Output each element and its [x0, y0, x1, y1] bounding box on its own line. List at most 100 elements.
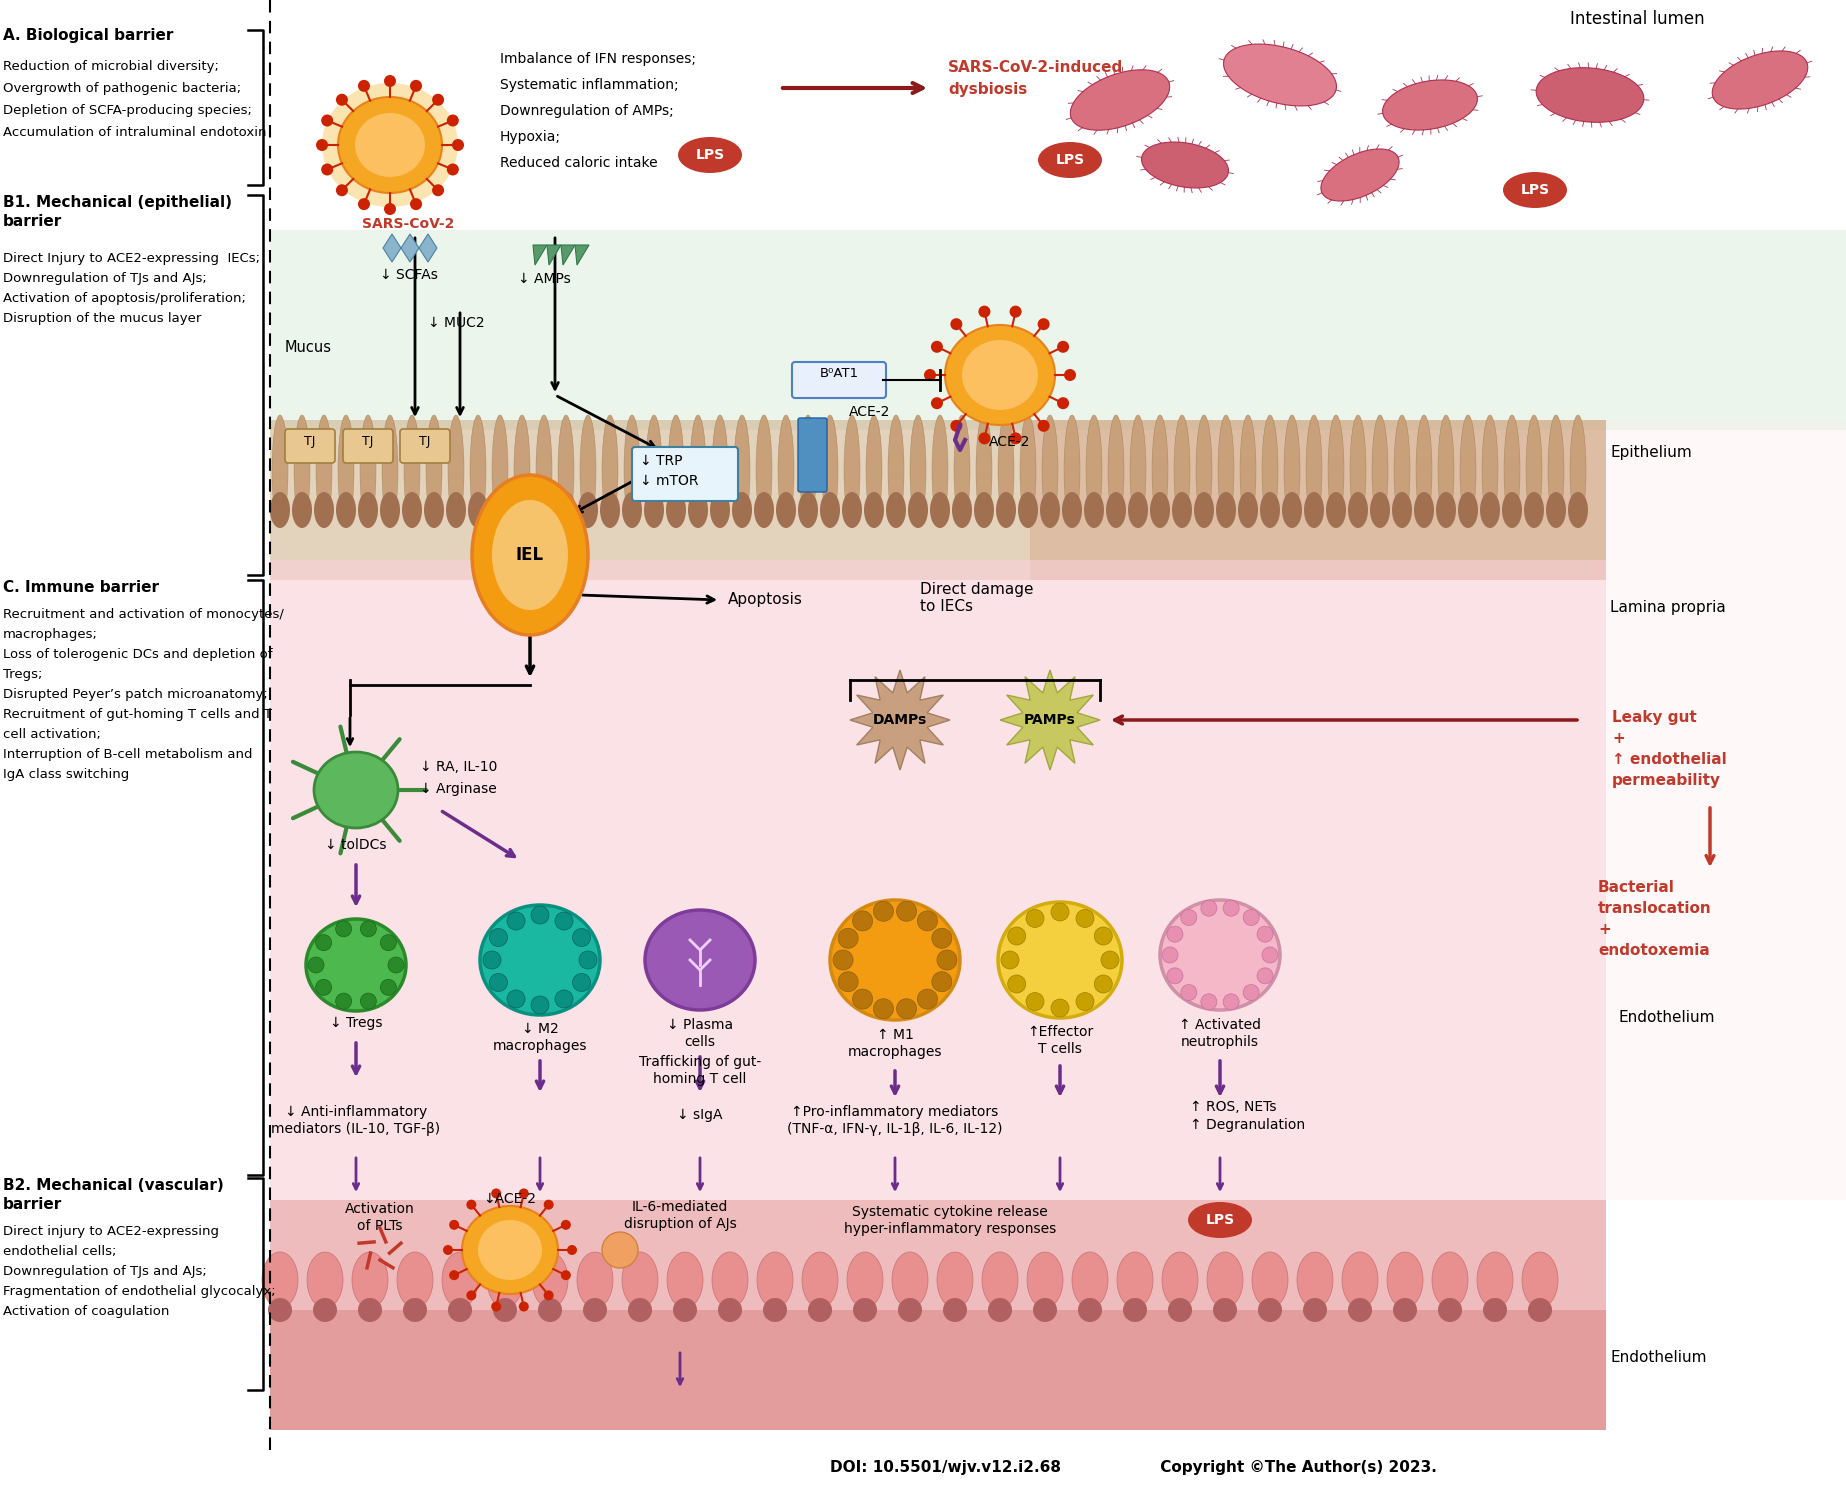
FancyBboxPatch shape: [284, 428, 334, 463]
Ellipse shape: [338, 415, 354, 526]
Text: ACE-2: ACE-2: [849, 405, 890, 420]
Ellipse shape: [1061, 493, 1082, 529]
Ellipse shape: [713, 1253, 748, 1308]
Ellipse shape: [962, 340, 1037, 411]
Ellipse shape: [336, 493, 356, 529]
Ellipse shape: [358, 493, 378, 529]
Text: Activation of apoptosis/proliferation;: Activation of apoptosis/proliferation;: [4, 293, 246, 305]
Text: Systematic cytokine release
hyper-inflammatory responses: Systematic cytokine release hyper-inflam…: [844, 1205, 1056, 1236]
Ellipse shape: [314, 1297, 338, 1321]
Text: macrophages;: macrophages;: [4, 629, 98, 640]
Ellipse shape: [1108, 415, 1124, 526]
Bar: [270, 1309, 1606, 1430]
Ellipse shape: [1172, 493, 1193, 529]
Text: Reduction of microbial diversity;: Reduction of microbial diversity;: [4, 60, 220, 73]
Text: ↑ Activated
neutrophils: ↑ Activated neutrophils: [1180, 1018, 1261, 1050]
Ellipse shape: [353, 1253, 388, 1308]
Text: Recruitment and activation of monocytes/: Recruitment and activation of monocytes/: [4, 608, 284, 621]
Ellipse shape: [1063, 369, 1076, 381]
Ellipse shape: [888, 415, 905, 526]
Ellipse shape: [384, 203, 397, 215]
Ellipse shape: [925, 369, 936, 381]
Ellipse shape: [316, 979, 332, 996]
Ellipse shape: [1549, 415, 1564, 526]
Ellipse shape: [402, 493, 423, 529]
Ellipse shape: [1257, 926, 1274, 942]
Ellipse shape: [1039, 493, 1060, 529]
Ellipse shape: [462, 1206, 557, 1294]
Ellipse shape: [838, 929, 858, 948]
Ellipse shape: [1008, 927, 1026, 945]
Text: Tregs;: Tregs;: [4, 667, 42, 681]
Ellipse shape: [953, 493, 973, 529]
Ellipse shape: [799, 415, 816, 526]
Ellipse shape: [447, 493, 465, 529]
Polygon shape: [1224, 45, 1337, 106]
Ellipse shape: [1084, 493, 1104, 529]
Text: SARS-CoV-2-induced: SARS-CoV-2-induced: [949, 60, 1122, 75]
Text: C. Immune barrier: C. Immune barrier: [4, 579, 159, 596]
Ellipse shape: [557, 415, 574, 526]
Text: cell activation;: cell activation;: [4, 729, 102, 741]
Ellipse shape: [321, 84, 458, 208]
Ellipse shape: [978, 433, 991, 445]
Ellipse shape: [489, 973, 508, 991]
Ellipse shape: [1386, 1253, 1423, 1308]
Ellipse shape: [853, 1297, 877, 1321]
Ellipse shape: [938, 950, 956, 970]
Text: LPS: LPS: [1205, 1212, 1235, 1227]
Ellipse shape: [978, 306, 991, 318]
Ellipse shape: [1202, 900, 1217, 917]
Ellipse shape: [1503, 493, 1521, 529]
Polygon shape: [1713, 51, 1807, 109]
Ellipse shape: [306, 1253, 343, 1308]
Polygon shape: [1536, 67, 1643, 122]
Ellipse shape: [268, 1297, 292, 1321]
Ellipse shape: [578, 1253, 613, 1308]
Ellipse shape: [1348, 493, 1368, 529]
Ellipse shape: [733, 493, 751, 529]
Text: ↓ Plasma
cells: ↓ Plasma cells: [666, 1018, 733, 1050]
Ellipse shape: [1327, 415, 1344, 526]
Ellipse shape: [1076, 993, 1095, 1011]
Ellipse shape: [410, 79, 423, 93]
Ellipse shape: [1050, 903, 1069, 921]
Ellipse shape: [1503, 172, 1567, 208]
Ellipse shape: [954, 415, 969, 526]
Text: PAMPs: PAMPs: [1025, 714, 1076, 727]
Text: Trafficking of gut-
homing T cell: Trafficking of gut- homing T cell: [639, 1056, 761, 1087]
Polygon shape: [561, 245, 574, 264]
Text: Disrupted Peyer’s patch microanatomy;: Disrupted Peyer’s patch microanatomy;: [4, 688, 268, 702]
Ellipse shape: [757, 1253, 794, 1308]
Text: Direct damage
to IECs: Direct damage to IECs: [919, 582, 1034, 615]
Bar: [0, 0, 270, 1493]
Text: DOI: 10.5501/wjv.v12.i2.68: DOI: 10.5501/wjv.v12.i2.68: [831, 1460, 1061, 1475]
Ellipse shape: [580, 415, 596, 526]
Text: ↓ tolDCs: ↓ tolDCs: [325, 838, 388, 853]
Ellipse shape: [556, 912, 572, 930]
Ellipse shape: [628, 1297, 652, 1321]
Polygon shape: [1383, 81, 1477, 130]
Ellipse shape: [1202, 994, 1217, 1009]
Ellipse shape: [753, 493, 773, 529]
Ellipse shape: [533, 493, 554, 529]
Polygon shape: [401, 234, 419, 261]
Ellipse shape: [491, 1302, 502, 1311]
Text: Downregulation of TJs and AJs;: Downregulation of TJs and AJs;: [4, 272, 207, 285]
Text: Downregulation of AMPs;: Downregulation of AMPs;: [500, 105, 674, 118]
Ellipse shape: [1325, 493, 1346, 529]
Ellipse shape: [336, 921, 351, 938]
Ellipse shape: [735, 415, 749, 526]
Text: ↓ MUC2: ↓ MUC2: [428, 317, 485, 330]
Ellipse shape: [1224, 994, 1239, 1009]
Ellipse shape: [932, 929, 953, 948]
Text: Endothelium: Endothelium: [1610, 1350, 1706, 1365]
Ellipse shape: [1436, 493, 1456, 529]
Ellipse shape: [493, 500, 569, 611]
Ellipse shape: [572, 929, 591, 947]
Text: Direct Injury to ACE2-expressing  IECs;: Direct Injury to ACE2-expressing IECs;: [4, 252, 260, 264]
Text: ↑ M1
macrophages: ↑ M1 macrophages: [847, 1029, 941, 1060]
Ellipse shape: [1394, 415, 1410, 526]
Ellipse shape: [1073, 1253, 1108, 1308]
Text: DAMPs: DAMPs: [873, 714, 927, 727]
